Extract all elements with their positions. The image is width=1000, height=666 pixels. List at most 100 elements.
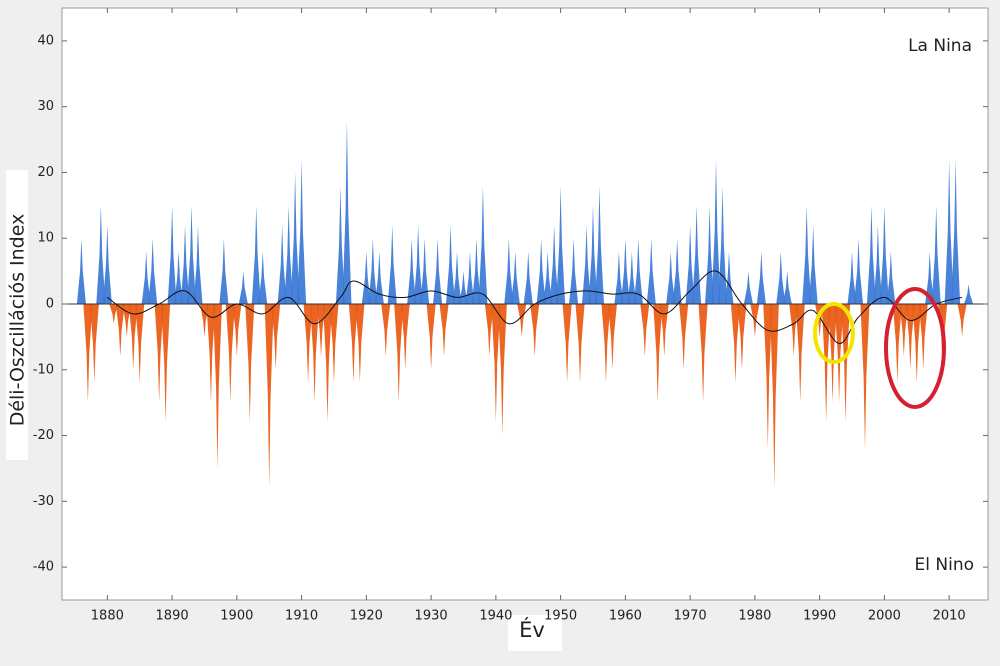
spike [957, 304, 967, 337]
spike [128, 304, 138, 370]
spike [504, 238, 514, 304]
x-tick-label: 1980 [738, 609, 771, 624]
spike [452, 251, 462, 304]
spike [653, 304, 663, 403]
spike [439, 304, 449, 357]
x-tick-label: 1960 [609, 609, 642, 624]
spike [102, 225, 112, 304]
y-tick-label: 40 [37, 33, 54, 48]
spike [886, 251, 896, 304]
spike [730, 304, 740, 383]
spike [860, 304, 870, 449]
x-tick-label: 1920 [350, 609, 383, 624]
spike [478, 185, 488, 304]
spike [374, 251, 384, 304]
spike [109, 304, 119, 324]
x-tick-label: 1950 [544, 609, 577, 624]
spike [322, 304, 333, 423]
spike [83, 304, 93, 403]
spike [361, 251, 371, 304]
spike [206, 304, 216, 403]
spike [284, 205, 294, 304]
y-axis-label: Déli-Oszcillációs Index [7, 214, 29, 427]
spike [879, 205, 889, 304]
y-tick-label: -10 [33, 362, 54, 377]
xlabel-bg [508, 615, 562, 651]
spike [556, 185, 566, 304]
spike [465, 251, 475, 304]
x-tick-label: 1940 [479, 609, 512, 624]
spike [517, 304, 527, 337]
spike [743, 271, 753, 304]
spike [964, 284, 974, 304]
spike [717, 185, 728, 304]
spike [89, 304, 99, 383]
spike [698, 304, 708, 403]
spike [303, 304, 313, 383]
spike [750, 304, 760, 337]
spike [193, 225, 203, 304]
highlight-ellipse [884, 287, 946, 409]
spike [685, 225, 695, 304]
spike [569, 238, 579, 304]
spike [756, 251, 766, 304]
spike [413, 225, 423, 304]
y-tick-label: 10 [37, 231, 54, 246]
spike [802, 205, 812, 304]
y-tick-label: -20 [33, 428, 54, 443]
spike [795, 304, 805, 403]
spike [355, 304, 365, 383]
spike [808, 225, 818, 304]
x-tick-label: 2000 [868, 609, 901, 624]
spike [387, 225, 397, 304]
spike [575, 304, 585, 383]
spike [141, 251, 151, 304]
spike [899, 304, 909, 357]
y-tick-label: 20 [37, 165, 54, 180]
spike [180, 225, 190, 304]
x-tick-label: 2010 [933, 609, 966, 624]
spike [407, 238, 417, 304]
spike [316, 304, 326, 357]
x-axis-label: Év [519, 617, 545, 642]
spike [497, 304, 507, 436]
spike [679, 304, 689, 370]
spike [381, 304, 391, 357]
spike [620, 238, 630, 304]
spike [400, 304, 410, 370]
spike [918, 304, 928, 370]
spike [76, 238, 86, 304]
spike [705, 205, 715, 304]
spike [199, 304, 209, 337]
spike [672, 238, 682, 304]
spike [776, 251, 786, 304]
spike [659, 304, 669, 357]
spike [627, 251, 637, 304]
spike [692, 205, 702, 304]
spike [711, 159, 721, 304]
x-tick-label: 1990 [803, 609, 836, 624]
spike [186, 205, 197, 304]
highlight-ellipse [813, 302, 855, 364]
spike [789, 304, 799, 357]
y-tick-label: 30 [37, 99, 54, 114]
spike [238, 271, 248, 304]
spike [135, 304, 145, 383]
spike [828, 304, 838, 403]
spike [543, 251, 553, 304]
ylabel-bg [6, 170, 28, 460]
spike [420, 238, 430, 304]
spike [368, 238, 378, 304]
spike [847, 251, 857, 304]
spike [853, 238, 864, 304]
spike [471, 238, 481, 304]
spike [394, 304, 404, 403]
spike [594, 185, 605, 304]
spike [148, 238, 158, 304]
spike [491, 304, 501, 423]
spike [821, 304, 831, 423]
spike [310, 304, 320, 403]
spike [271, 304, 281, 370]
spike [115, 304, 125, 357]
